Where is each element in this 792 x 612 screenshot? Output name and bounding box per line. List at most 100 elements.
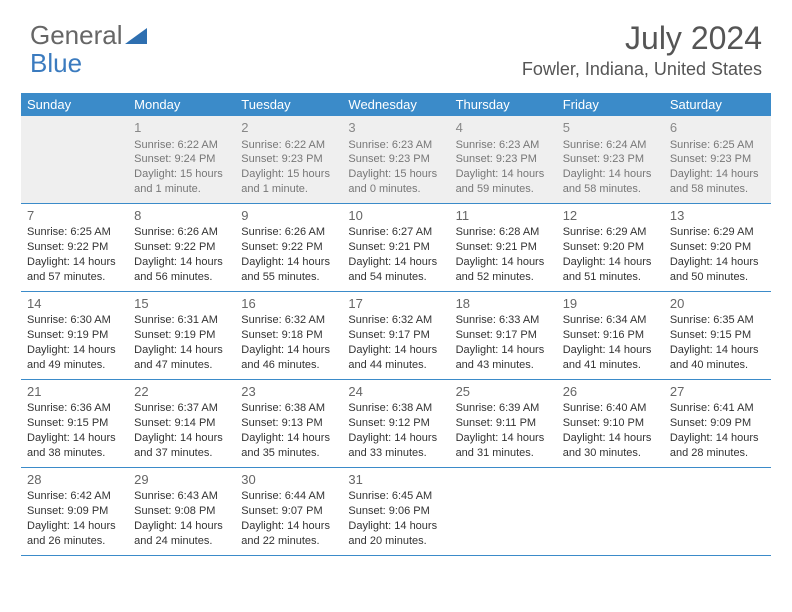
calendar-day-cell xyxy=(450,467,557,555)
day-detail-line: and 50 minutes. xyxy=(670,270,765,285)
day-detail-line: Sunset: 9:08 PM xyxy=(134,504,229,519)
day-detail-line: Sunrise: 6:28 AM xyxy=(456,225,551,240)
day-detail-line: and 24 minutes. xyxy=(134,534,229,549)
location: Fowler, Indiana, United States xyxy=(522,59,762,80)
day-detail-line: Sunrise: 6:45 AM xyxy=(348,489,443,504)
day-detail-line: Daylight: 14 hours xyxy=(134,431,229,446)
day-detail-line: and 44 minutes. xyxy=(348,358,443,373)
day-detail-line: Daylight: 14 hours xyxy=(241,255,336,270)
logo-triangle-icon xyxy=(125,26,149,46)
day-detail-line: Sunrise: 6:30 AM xyxy=(27,313,122,328)
day-detail-line: Sunrise: 6:27 AM xyxy=(348,225,443,240)
calendar-day-cell: 1Sunrise: 6:22 AMSunset: 9:24 PMDaylight… xyxy=(128,116,235,203)
logo-text-2: Blue xyxy=(30,48,82,79)
day-detail-line: and 20 minutes. xyxy=(348,534,443,549)
calendar-day-cell: 13Sunrise: 6:29 AMSunset: 9:20 PMDayligh… xyxy=(664,203,771,291)
calendar-day-cell: 17Sunrise: 6:32 AMSunset: 9:17 PMDayligh… xyxy=(342,291,449,379)
day-detail-line: Sunset: 9:16 PM xyxy=(563,328,658,343)
header: General July 2024 Fowler, Indiana, Unite… xyxy=(0,0,792,85)
calendar-day-cell: 18Sunrise: 6:33 AMSunset: 9:17 PMDayligh… xyxy=(450,291,557,379)
calendar-week-row: 14Sunrise: 6:30 AMSunset: 9:19 PMDayligh… xyxy=(21,291,771,379)
day-detail-line: Sunset: 9:19 PM xyxy=(27,328,122,343)
day-detail-line: Daylight: 15 hours xyxy=(241,167,336,182)
day-detail-line: Sunset: 9:22 PM xyxy=(134,240,229,255)
day-detail-line: Sunrise: 6:39 AM xyxy=(456,401,551,416)
day-detail-line: Sunrise: 6:22 AM xyxy=(241,138,336,153)
day-detail-line: Sunrise: 6:38 AM xyxy=(348,401,443,416)
day-number: 13 xyxy=(670,207,765,225)
day-number: 3 xyxy=(348,119,443,137)
day-detail-line: and 58 minutes. xyxy=(563,182,658,197)
day-number: 10 xyxy=(348,207,443,225)
day-number: 19 xyxy=(563,295,658,313)
day-detail-line: Daylight: 15 hours xyxy=(134,167,229,182)
day-number: 8 xyxy=(134,207,229,225)
day-detail-line: and 56 minutes. xyxy=(134,270,229,285)
day-detail-line: Sunset: 9:14 PM xyxy=(134,416,229,431)
day-detail-line: Sunrise: 6:44 AM xyxy=(241,489,336,504)
day-detail-line: Sunset: 9:19 PM xyxy=(134,328,229,343)
calendar-day-cell: 29Sunrise: 6:43 AMSunset: 9:08 PMDayligh… xyxy=(128,467,235,555)
day-detail-line: Sunrise: 6:22 AM xyxy=(134,138,229,153)
day-detail-line: Sunset: 9:09 PM xyxy=(27,504,122,519)
day-detail-line: Daylight: 14 hours xyxy=(134,519,229,534)
day-detail-line: Daylight: 14 hours xyxy=(456,167,551,182)
logo: General xyxy=(30,20,149,51)
calendar-day-cell: 10Sunrise: 6:27 AMSunset: 9:21 PMDayligh… xyxy=(342,203,449,291)
day-detail-line: Sunrise: 6:33 AM xyxy=(456,313,551,328)
day-detail-line: Daylight: 14 hours xyxy=(134,343,229,358)
day-detail-line: Sunrise: 6:38 AM xyxy=(241,401,336,416)
day-detail-line: and 22 minutes. xyxy=(241,534,336,549)
day-detail-line: and 1 minute. xyxy=(241,182,336,197)
calendar-day-cell: 24Sunrise: 6:38 AMSunset: 9:12 PMDayligh… xyxy=(342,379,449,467)
day-detail-line: Daylight: 14 hours xyxy=(670,431,765,446)
day-detail-line: and 46 minutes. xyxy=(241,358,336,373)
day-detail-line: Daylight: 14 hours xyxy=(456,431,551,446)
day-detail-line: Sunrise: 6:25 AM xyxy=(27,225,122,240)
day-detail-line: Daylight: 14 hours xyxy=(348,343,443,358)
day-number: 20 xyxy=(670,295,765,313)
calendar-day-cell: 22Sunrise: 6:37 AMSunset: 9:14 PMDayligh… xyxy=(128,379,235,467)
calendar-day-cell: 11Sunrise: 6:28 AMSunset: 9:21 PMDayligh… xyxy=(450,203,557,291)
calendar-day-cell: 25Sunrise: 6:39 AMSunset: 9:11 PMDayligh… xyxy=(450,379,557,467)
day-detail-line: Daylight: 14 hours xyxy=(348,519,443,534)
day-number: 17 xyxy=(348,295,443,313)
calendar-day-cell: 26Sunrise: 6:40 AMSunset: 9:10 PMDayligh… xyxy=(557,379,664,467)
calendar-day-cell: 19Sunrise: 6:34 AMSunset: 9:16 PMDayligh… xyxy=(557,291,664,379)
day-detail-line: Daylight: 14 hours xyxy=(241,519,336,534)
day-number: 2 xyxy=(241,119,336,137)
calendar-day-cell xyxy=(664,467,771,555)
day-detail-line: Sunrise: 6:26 AM xyxy=(241,225,336,240)
day-detail-line: Sunset: 9:15 PM xyxy=(670,328,765,343)
day-number: 14 xyxy=(27,295,122,313)
calendar-day-cell: 20Sunrise: 6:35 AMSunset: 9:15 PMDayligh… xyxy=(664,291,771,379)
day-detail-line: and 40 minutes. xyxy=(670,358,765,373)
month-title: July 2024 xyxy=(522,20,762,57)
day-detail-line: Sunset: 9:18 PM xyxy=(241,328,336,343)
calendar-week-row: 1Sunrise: 6:22 AMSunset: 9:24 PMDaylight… xyxy=(21,116,771,203)
day-detail-line: Daylight: 14 hours xyxy=(348,431,443,446)
day-detail-line: Daylight: 14 hours xyxy=(670,343,765,358)
day-detail-line: Daylight: 14 hours xyxy=(456,343,551,358)
calendar-day-cell: 28Sunrise: 6:42 AMSunset: 9:09 PMDayligh… xyxy=(21,467,128,555)
day-detail-line: Sunrise: 6:37 AM xyxy=(134,401,229,416)
day-detail-line: and 37 minutes. xyxy=(134,446,229,461)
day-detail-line: Daylight: 14 hours xyxy=(27,255,122,270)
day-detail-line: Sunset: 9:23 PM xyxy=(348,152,443,167)
day-number: 1 xyxy=(134,119,229,137)
calendar-day-cell: 8Sunrise: 6:26 AMSunset: 9:22 PMDaylight… xyxy=(128,203,235,291)
day-detail-line: Daylight: 14 hours xyxy=(670,255,765,270)
calendar-day-cell: 9Sunrise: 6:26 AMSunset: 9:22 PMDaylight… xyxy=(235,203,342,291)
day-number: 11 xyxy=(456,207,551,225)
day-detail-line: and 0 minutes. xyxy=(348,182,443,197)
day-detail-line: Sunset: 9:06 PM xyxy=(348,504,443,519)
day-number: 15 xyxy=(134,295,229,313)
weekday-header: Wednesday xyxy=(342,93,449,116)
day-number: 27 xyxy=(670,383,765,401)
day-detail-line: and 30 minutes. xyxy=(563,446,658,461)
day-number: 6 xyxy=(670,119,765,137)
calendar-day-cell: 31Sunrise: 6:45 AMSunset: 9:06 PMDayligh… xyxy=(342,467,449,555)
day-detail-line: Daylight: 14 hours xyxy=(27,431,122,446)
day-detail-line: Sunrise: 6:26 AM xyxy=(134,225,229,240)
day-detail-line: Daylight: 14 hours xyxy=(563,431,658,446)
